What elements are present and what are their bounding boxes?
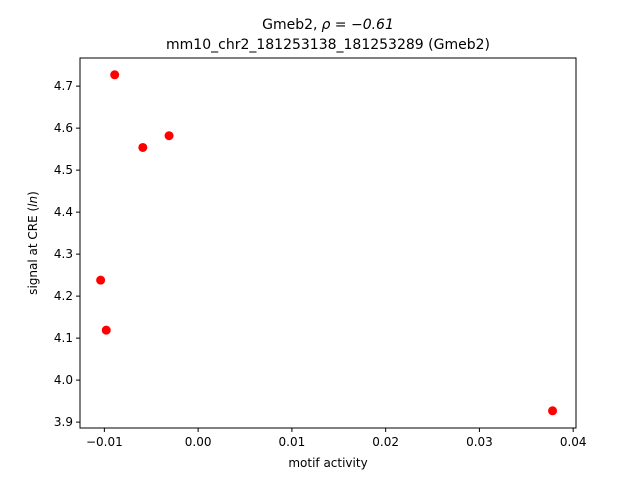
data-point bbox=[110, 70, 120, 80]
y-tick-label: 4.2 bbox=[54, 289, 73, 303]
plot-area bbox=[80, 58, 576, 428]
x-axis-label: motif activity bbox=[288, 456, 367, 470]
data-point bbox=[96, 275, 106, 285]
y-tick-label: 4.7 bbox=[54, 79, 73, 93]
x-tick-label: 0.01 bbox=[279, 435, 306, 449]
chart-title-rho: ρ = −0.61 bbox=[321, 17, 393, 33]
x-tick-label: 0.02 bbox=[372, 435, 399, 449]
y-tick-label: 4.4 bbox=[54, 205, 73, 219]
y-tick-label: 4.3 bbox=[54, 247, 73, 261]
data-point bbox=[138, 142, 148, 152]
y-axis-label-prefix: signal at CRE ( bbox=[26, 207, 40, 295]
y-axis-label: signal at CRE (ln) bbox=[26, 191, 40, 295]
y-tick-label: 3.9 bbox=[54, 415, 73, 429]
y-axis-label-italic: ln bbox=[26, 196, 40, 207]
chart-subtitle: mm10_chr2_181253138_181253289 (Gmeb2) bbox=[166, 37, 490, 53]
y-tick-label: 4.5 bbox=[54, 163, 73, 177]
x-tick-label: 0.00 bbox=[185, 435, 212, 449]
y-tick-label: 4.6 bbox=[54, 121, 73, 135]
points-layer bbox=[96, 70, 558, 416]
chart-title-gene: Gmeb2, bbox=[262, 17, 317, 33]
data-point bbox=[101, 325, 111, 335]
plot-frame bbox=[79, 57, 577, 429]
y-tick-label: 4.1 bbox=[54, 331, 73, 345]
data-point bbox=[548, 406, 558, 416]
x-axis: −0.01 0.00 0.01 0.02 0.03 0.04 bbox=[86, 428, 587, 449]
x-tick-label: 0.03 bbox=[466, 435, 493, 449]
y-axis-label-suffix: ) bbox=[26, 191, 40, 196]
x-tick-label: 0.04 bbox=[560, 435, 587, 449]
y-tick-label: 4.0 bbox=[54, 373, 73, 387]
x-tick-label: −0.01 bbox=[86, 435, 123, 449]
chart-title: Gmeb2, ρ = −0.61 bbox=[262, 17, 394, 33]
data-point bbox=[164, 131, 174, 141]
y-axis: 3.9 4.0 4.1 4.2 4.3 4.4 4.5 4.6 4.7 bbox=[54, 79, 80, 429]
